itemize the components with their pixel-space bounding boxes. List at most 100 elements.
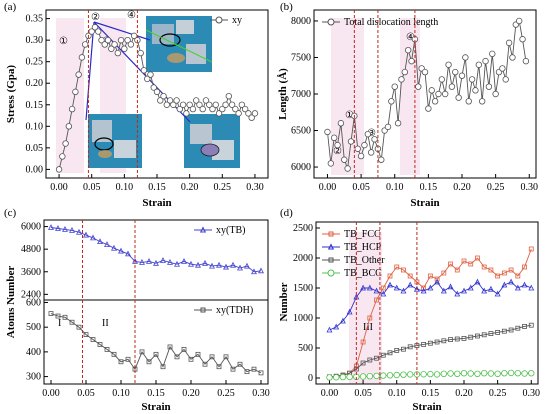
panel-a-series-point-40 xyxy=(186,101,193,108)
panel-c-region-1: I xyxy=(58,318,61,329)
panel-c-sub0-series-line xyxy=(50,227,262,273)
panel-d-series-3-point-21 xyxy=(467,370,474,377)
panel-b-series-point-16 xyxy=(378,156,385,163)
panel-c-xtick-label-5: 0.25 xyxy=(217,388,235,399)
panel-c-sub1-series-point-19 xyxy=(181,347,187,352)
panel-d-series-3-point-5 xyxy=(359,373,367,380)
panel-c-sub0-series-point-13 xyxy=(139,258,145,265)
panel-c-sub1-series-point-6 xyxy=(90,337,96,342)
panel-c-sub1-series-point-2 xyxy=(62,314,68,320)
panel-d-series-3-point-16 xyxy=(433,371,441,378)
panel-a-series-point-1 xyxy=(59,153,66,160)
panel-b-series-point-7 xyxy=(347,138,355,145)
panel-d-series-0-point-9 xyxy=(387,273,393,279)
panel-d-ytick-label-4: 2000 xyxy=(293,253,313,264)
panel-a-series-point-58 xyxy=(245,110,252,117)
panel-a-xtick-label-1: 0.05 xyxy=(83,182,101,193)
panel-d-xtick-label-1: 0.05 xyxy=(354,388,372,399)
panel-d-xtick-label-2: 0.10 xyxy=(388,388,406,399)
panel-b-series-point-24 xyxy=(404,46,412,54)
panel-b-series-point-44 xyxy=(472,87,479,94)
panel-c-sub0-ytick-label-2: 4800 xyxy=(21,244,41,255)
panel-d-series-3-point-24 xyxy=(487,370,495,377)
panel-b-series-point-31 xyxy=(428,87,435,94)
panel-a-annotation-4: ④ xyxy=(127,10,136,21)
panel-d-series-3-point-14 xyxy=(420,371,427,378)
panel-a-series-point-14 xyxy=(101,41,108,48)
panel-d-series-0-point-7 xyxy=(374,297,379,303)
panel-d-series-0-point-17 xyxy=(441,270,447,276)
panel-c-sub0-series-point-29 xyxy=(251,268,257,275)
panel-d-series-1-point-22 xyxy=(474,278,481,285)
panel-d-series-2-point-18 xyxy=(448,337,453,343)
panel-d-series-0-point-5 xyxy=(360,339,366,345)
panel-c-sub0-series-point-1 xyxy=(55,225,61,231)
panel-d-ytick-label-2: 1000 xyxy=(293,313,313,324)
panel-c-sub0-series-point-12 xyxy=(132,258,138,264)
panel-d-series-1-point-15 xyxy=(427,284,434,291)
panel-a-xtick-label-4: 0.20 xyxy=(181,182,199,193)
panel-a-series-point-49 xyxy=(215,110,223,117)
panel-b-series-point-20 xyxy=(391,83,398,90)
panel-c-sub1-series-point-0 xyxy=(48,311,54,316)
chart-dynamic-layer: 0.00 0.05 0.10 0.15 0.20 0.25 0.30 0.00 0.05 0.10… xyxy=(21,10,540,399)
panel-d-series-1-legend-label: TB_HCP xyxy=(344,242,382,253)
panel-d-series-1-point-25 xyxy=(494,290,501,297)
panel-b-ylabel: Length (Å) xyxy=(277,68,289,120)
panel-b-series-point-52 xyxy=(499,65,506,72)
panel-c-sub1-series-point-10 xyxy=(118,359,124,365)
panel-d-series-2-point-9 xyxy=(387,350,393,356)
panel-b-series-point-39 xyxy=(455,94,462,101)
panel-a-series-point-35 xyxy=(170,101,177,108)
panel-c-sub0-series-point-30 xyxy=(258,267,264,274)
panel-b-series-point-58 xyxy=(519,36,526,43)
panel-c-xtick-label-0: 0.00 xyxy=(42,388,60,399)
panel-c-sub0-series-point-11 xyxy=(125,250,131,257)
panel-d-series-1-point-23 xyxy=(481,287,488,294)
panel-a-series-point-13 xyxy=(98,36,105,44)
panel-d-ytick-label-5: 2500 xyxy=(293,223,313,234)
panel-b-xtick-label-6: 0.30 xyxy=(521,182,539,193)
panel-d-ytick-label-1: 500 xyxy=(298,343,313,354)
panel-c-sub1-series-point-22 xyxy=(202,361,208,367)
panel-c-sub1-series-line xyxy=(50,313,262,374)
panel-d-series-3-point-23 xyxy=(480,370,488,377)
panel-b-series-point-33 xyxy=(435,90,442,98)
panel-d-series-1-point-14 xyxy=(420,287,427,294)
panel-c-sub0-series-point-2 xyxy=(62,226,68,232)
panel-b-series-point-59 xyxy=(522,57,530,65)
panel-a-series-point-2 xyxy=(62,140,69,147)
panel-a-label: (a) xyxy=(4,1,17,13)
panel-b-series-point-5 xyxy=(341,156,348,163)
panel-c-sub0-series-point-19 xyxy=(181,258,187,264)
panel-a-series-point-25 xyxy=(137,49,144,57)
panel-b-xtick-label-5: 0.25 xyxy=(487,182,505,193)
panel-a-series-point-21 xyxy=(124,36,131,44)
panel-d-series-3-point-10 xyxy=(393,371,400,379)
panel-a-series-point-5 xyxy=(72,88,79,96)
panel-d-series-3-point-7 xyxy=(373,372,380,380)
panel-a-series-point-4 xyxy=(68,105,76,113)
panel-d-series-0-point-15 xyxy=(427,273,433,279)
panel-b-label: (b) xyxy=(280,1,293,13)
panel-a-ytick-label-6: 0.30 xyxy=(26,35,44,46)
panel-b-series-point-49 xyxy=(489,50,496,58)
panel-b-series-point-47 xyxy=(482,57,489,65)
panel-c-sub1-series-point-28 xyxy=(244,369,250,375)
panel-d-series-0-point-6 xyxy=(367,315,373,321)
panel-d-series-1-point-1 xyxy=(333,323,340,330)
panel-b-xtick-label-4: 0.20 xyxy=(453,182,471,193)
panel-a-xtick-label-0: 0.00 xyxy=(50,182,68,193)
panel-b-series-point-25 xyxy=(408,57,415,65)
panel-d-series-0-point-28 xyxy=(515,273,521,279)
panel-a-series-point-18 xyxy=(114,49,122,57)
panel-d-series-2-point-25 xyxy=(495,329,501,335)
panel-d-series-3-point-17 xyxy=(440,370,448,377)
panel-b-xtick-label-0: 0.00 xyxy=(319,182,337,193)
panel-d-series-1-point-16 xyxy=(434,278,441,285)
panel-d-series-1-point-17 xyxy=(440,287,447,294)
panel-a-series-point-34 xyxy=(166,97,174,104)
panel-a-series-point-29 xyxy=(150,84,157,91)
panel-d-series-1-point-19 xyxy=(454,290,461,297)
panel-d-series-0-point-25 xyxy=(495,273,501,279)
